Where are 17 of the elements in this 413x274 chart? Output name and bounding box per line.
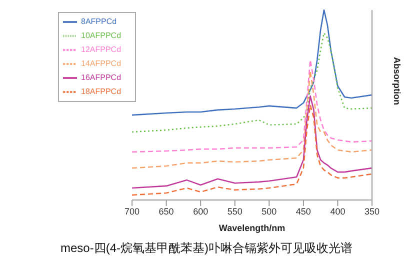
legend-label: 10AFPPCd bbox=[81, 31, 122, 40]
legend-label: 12AFPPCd bbox=[81, 45, 122, 54]
x-axis-title: Wavelength/nm bbox=[218, 223, 286, 233]
x-tick-label: 350 bbox=[364, 206, 380, 216]
legend-label: 14AFPPCd bbox=[81, 59, 122, 68]
legend-label: 8AFPPCd bbox=[81, 17, 117, 26]
x-tick-label: 650 bbox=[158, 206, 174, 216]
text: meso-四(4-烷氧基甲酰苯基)卟啉合镉紫外可见吸收光谱 bbox=[59, 240, 354, 257]
x-tick-label: 450 bbox=[296, 206, 311, 216]
x-tick-label: 400 bbox=[330, 206, 346, 216]
x-tick-label: 550 bbox=[227, 206, 242, 216]
x-tick-label: 600 bbox=[193, 206, 208, 216]
x-tick-label: 500 bbox=[262, 206, 277, 216]
legend-label: 16AFPPCd bbox=[81, 73, 122, 82]
legend-label: 18AFPPCd bbox=[81, 87, 122, 96]
x-tick-label: 700 bbox=[124, 206, 140, 216]
y-axis-title: Absorption bbox=[392, 57, 402, 105]
